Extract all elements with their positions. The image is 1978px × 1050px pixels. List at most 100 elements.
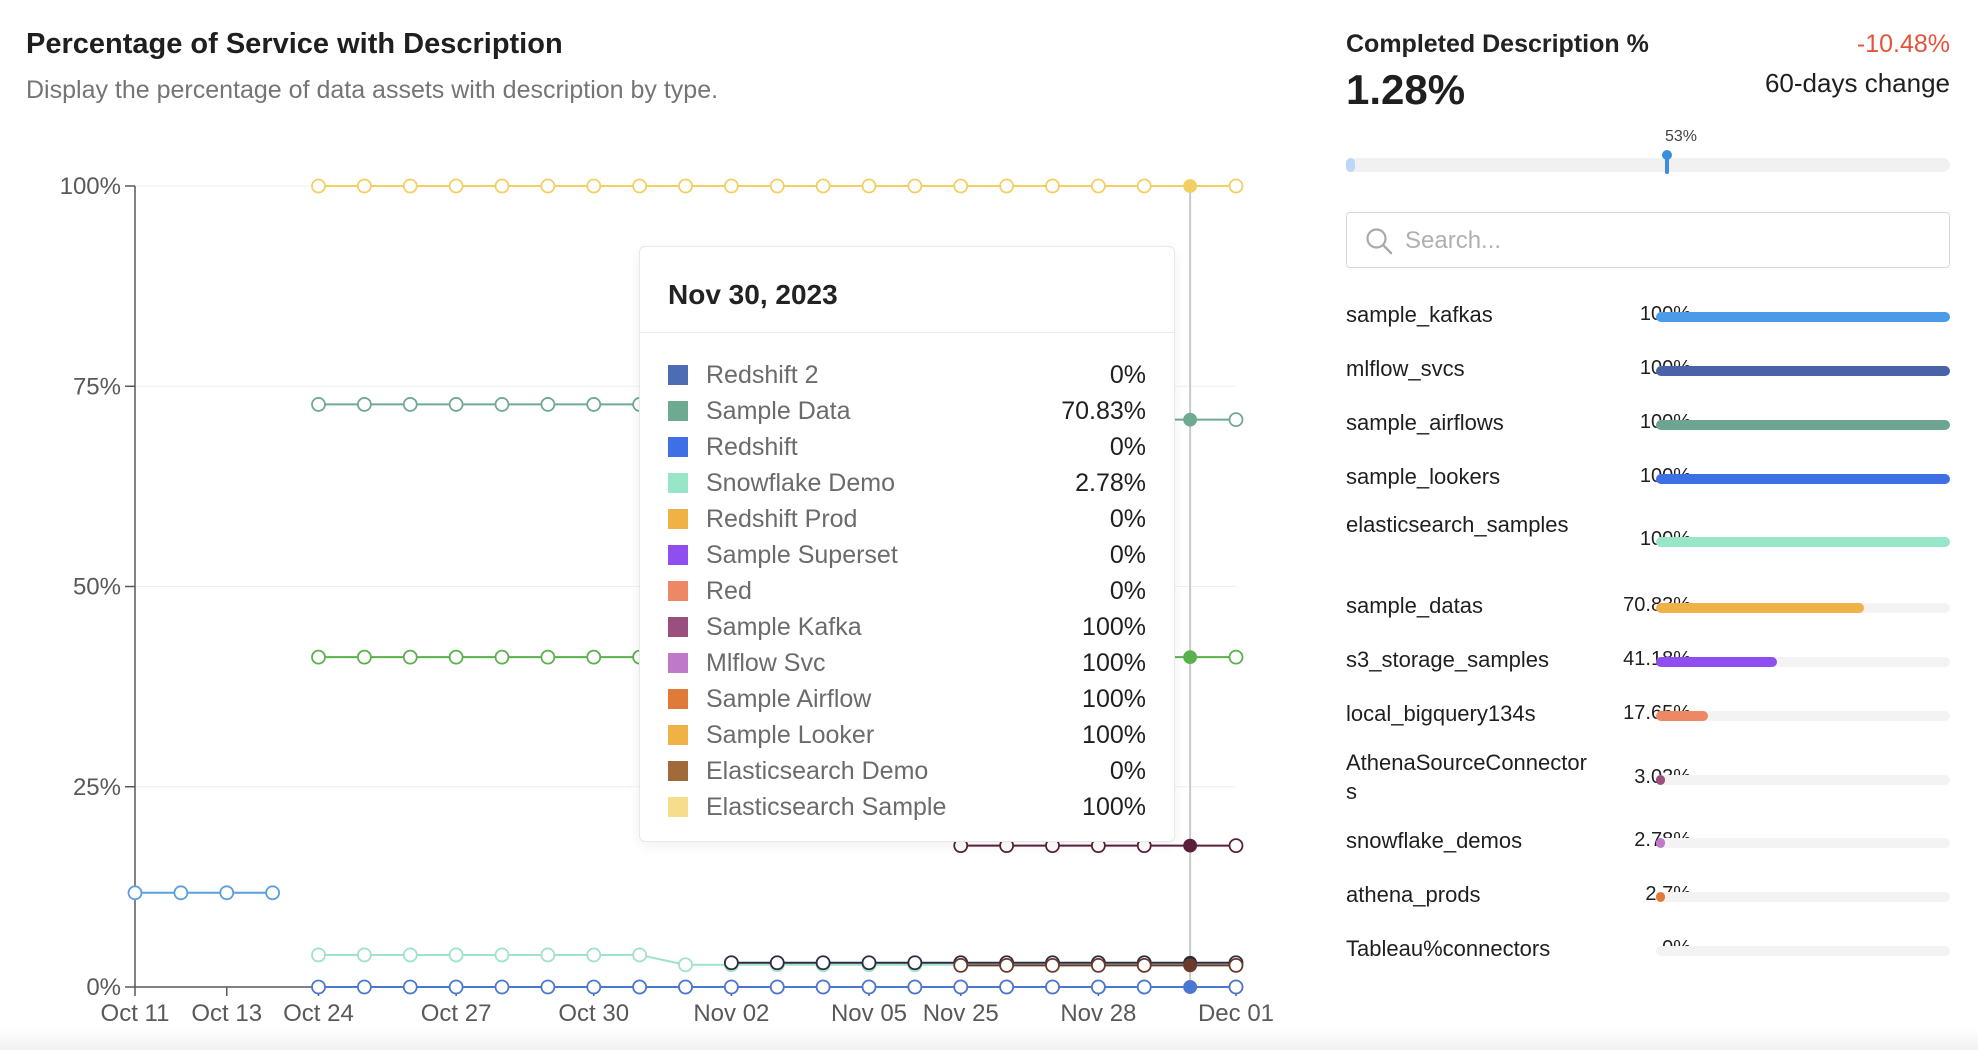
service-name: s3_storage_samples (1346, 647, 1550, 672)
service-bar-fill (1656, 711, 1708, 721)
series-swatch (668, 761, 688, 781)
tooltip-series-value: 100% (1082, 720, 1146, 749)
data-point (861, 178, 877, 194)
tooltip-row: Elasticsearch Sample 100% (668, 789, 1146, 825)
data-point (356, 979, 372, 995)
x-tick-label: Nov 05 (831, 1000, 907, 1027)
tooltip-series-value: 100% (1082, 792, 1146, 821)
service-bar-track (1656, 711, 1950, 721)
service-bar-fill (1656, 474, 1950, 484)
tooltip-row: Elasticsearch Demo 0% (668, 753, 1146, 789)
service-name: AthenaSourceConnectors (1346, 750, 1587, 804)
data-point (769, 178, 785, 194)
data-point (540, 178, 556, 194)
service-bar-fill (1656, 420, 1950, 430)
data-point (1228, 957, 1244, 973)
data-point (1183, 650, 1198, 665)
tooltip-series-name: Red (706, 576, 752, 605)
service-name: sample_lookers (1346, 464, 1501, 489)
data-point (1183, 838, 1198, 853)
data-point (265, 885, 281, 901)
chart-tooltip: Nov 30, 2023 Redshift 2 0% Sample Data 70.8… (639, 246, 1175, 842)
service-bar-fill (1656, 892, 1665, 902)
data-point (678, 979, 693, 995)
data-point (219, 885, 235, 901)
data-point (815, 178, 831, 194)
tooltip-series-value: 0% (1109, 504, 1146, 533)
data-point (448, 397, 464, 412)
tooltip-series-name: Sample Data (706, 396, 851, 425)
data-point (494, 397, 510, 412)
data-point (1183, 980, 1198, 994)
series-swatch (668, 509, 688, 529)
tooltip-rows: Redshift 2 0% Sample Data 70.83% Redshift 0% S… (640, 357, 1174, 841)
data-point (1136, 178, 1152, 194)
data-point (494, 649, 510, 665)
service-bar-track (1656, 537, 1950, 547)
x-tick-label: Nov 28 (1060, 1000, 1136, 1027)
tooltip-series-value: 2.78% (1075, 468, 1146, 497)
tooltip-series-value: 0% (1109, 360, 1146, 389)
x-tick-label: Nov 02 (693, 1000, 769, 1027)
data-point (311, 178, 326, 194)
tooltip-title: Nov 30, 2023 (640, 247, 1174, 333)
tooltip-series-name: Sample Kafka (706, 612, 862, 641)
data-point (356, 649, 372, 665)
tooltip-series-name: Redshift (706, 432, 798, 461)
tooltip-series-name: Elasticsearch Demo (706, 756, 929, 785)
tooltip-series-value: 100% (1082, 612, 1146, 641)
series-swatch (668, 581, 688, 601)
tooltip-row: Mlflow Svc 100% (668, 645, 1146, 681)
data-point (586, 178, 602, 194)
data-point (907, 979, 923, 995)
data-point (999, 957, 1015, 973)
tooltip-series-name: Elasticsearch Sample (706, 792, 947, 821)
tooltip-series-value: 100% (1082, 684, 1146, 713)
data-point (953, 957, 969, 973)
data-point (173, 885, 189, 901)
data-point (311, 947, 326, 963)
kpi-label: Completed Description % (1346, 30, 1649, 58)
series-swatch (668, 725, 688, 745)
data-point (448, 649, 464, 665)
service-name: sample_datas (1346, 593, 1483, 618)
data-point (311, 397, 326, 412)
data-point (540, 649, 556, 665)
data-point (861, 979, 877, 995)
data-point (1228, 649, 1244, 665)
tooltip-row: Sample Looker 100% (668, 717, 1146, 753)
x-tick-label: Oct 24 (283, 1000, 354, 1027)
data-point (632, 178, 648, 194)
series-swatch (668, 653, 688, 673)
data-point (815, 979, 831, 995)
tooltip-row: Red 0% (668, 573, 1146, 609)
search-input[interactable] (1403, 223, 1927, 259)
tooltip-row: Sample Data 70.83% (668, 393, 1146, 429)
service-bar-track (1656, 657, 1950, 667)
data-point (769, 955, 785, 971)
service-bar-track (1656, 838, 1950, 848)
x-tick-label: Oct 30 (558, 1000, 629, 1027)
tooltip-series-name: Snowflake Demo (706, 468, 895, 497)
data-point (678, 957, 693, 973)
data-point (586, 947, 602, 963)
data-point (402, 947, 418, 963)
tooltip-series-name: Sample Airflow (706, 684, 872, 713)
service-bar-fill (1656, 775, 1665, 785)
data-point (723, 979, 739, 995)
series-swatch (668, 797, 688, 817)
data-point (402, 649, 418, 665)
data-point (1045, 178, 1060, 194)
kpi-change-label: 60-days change (1764, 68, 1950, 98)
data-point (1228, 412, 1244, 428)
y-tick-label: 50% (73, 574, 121, 601)
service-name: elasticsearch_samples (1346, 512, 1569, 537)
tooltip-series-name: Redshift 2 (706, 360, 819, 389)
data-point (586, 397, 602, 412)
data-point (448, 178, 464, 194)
search-box[interactable] (1346, 212, 1950, 268)
data-point (632, 947, 648, 963)
data-point (1183, 412, 1198, 427)
series-swatch (668, 545, 688, 565)
data-point (1090, 178, 1106, 194)
